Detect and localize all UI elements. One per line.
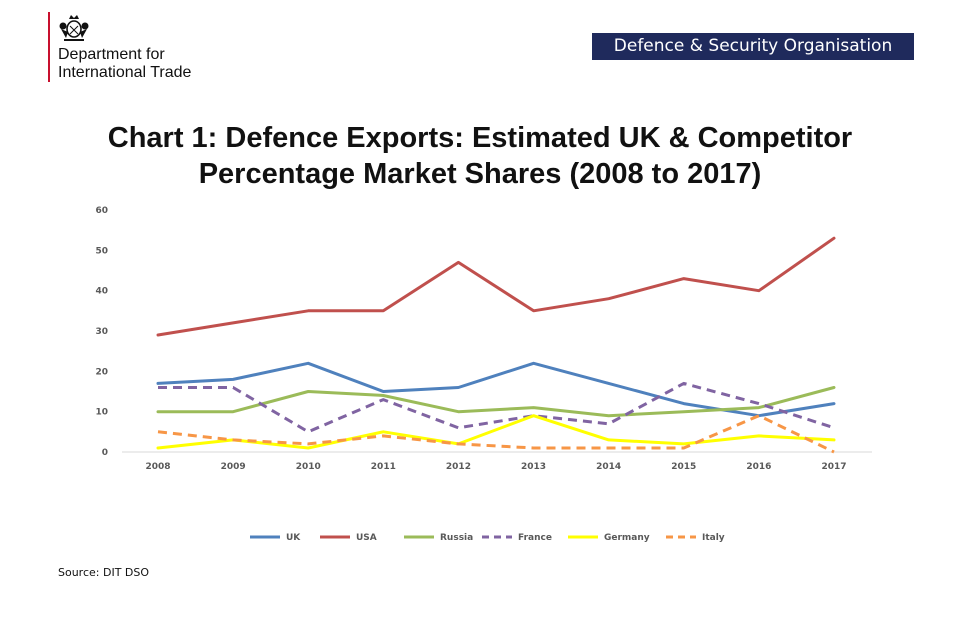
x-tick-label: 2011: [371, 462, 396, 472]
series-line-russia: [156, 386, 836, 418]
y-tick-label: 50: [95, 246, 108, 256]
y-tick-label: 20: [95, 367, 108, 377]
legend-label-germany: Germany: [604, 533, 650, 543]
logo-red-bar: [48, 12, 50, 82]
series-line-usa: [156, 236, 836, 337]
chart-axes: 0 10 20 30 40 50 60 2008 2009 2010 2011 2012 2013 201…: [95, 206, 872, 472]
legend-label-usa: USA: [356, 533, 377, 543]
y-tick-label: 40: [95, 287, 108, 297]
x-tick-label: 2013: [521, 462, 546, 472]
x-tick-label: 2009: [221, 462, 246, 472]
x-tick-label: 2017: [821, 462, 846, 472]
legend-label-russia: Russia: [440, 533, 473, 543]
dit-logo: Department for International Trade: [48, 12, 248, 84]
x-tick-label: 2016: [746, 462, 771, 472]
legend-label-uk: UK: [286, 533, 301, 543]
chart-series: [156, 236, 836, 454]
organisation-badge: Defence & Security Organisation: [592, 33, 914, 60]
header: Department for International Trade Defen…: [0, 0, 960, 90]
department-name-line1: Department for: [58, 46, 165, 63]
line-chart: 0 10 20 30 40 50 60 2008 2009 2010 2011 2012 2013 201…: [95, 206, 872, 543]
royal-crest-icon: [59, 15, 89, 41]
x-tick-label: 2014: [596, 462, 621, 472]
x-tick-label: 2010: [296, 462, 321, 472]
chart-title: Chart 1: Defence Exports: Estimated UK &…: [30, 120, 930, 192]
y-tick-label: 10: [95, 408, 108, 418]
source-note: Source: DIT DSO: [58, 566, 150, 579]
legend-label-italy: Italy: [702, 533, 725, 543]
x-tick-label: 2015: [671, 462, 696, 472]
y-tick-label: 60: [95, 206, 108, 216]
department-name: Department for International Trade: [58, 46, 191, 82]
chart-title-line2: Percentage Market Shares (2008 to 2017): [198, 158, 762, 190]
x-tick-label: 2012: [446, 462, 471, 472]
x-tick-label: 2008: [145, 462, 170, 472]
series-line-germany: [156, 414, 836, 450]
y-tick-label: 30: [95, 327, 108, 337]
series-line-italy: [157, 414, 835, 454]
y-tick-label: 0: [102, 448, 108, 458]
department-name-line2: International Trade: [58, 64, 192, 81]
chart-title-line1: Chart 1: Defence Exports: Estimated UK &…: [107, 122, 853, 154]
legend-label-france: France: [518, 533, 552, 543]
chart-legend: UK USA Russia France Germany Italy: [250, 533, 725, 543]
series-line-france: [158, 381, 835, 434]
